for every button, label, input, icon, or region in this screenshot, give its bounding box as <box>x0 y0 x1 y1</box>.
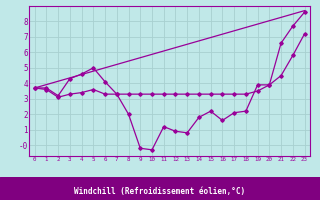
Text: Windchill (Refroidissement éolien,°C): Windchill (Refroidissement éolien,°C) <box>75 187 245 196</box>
